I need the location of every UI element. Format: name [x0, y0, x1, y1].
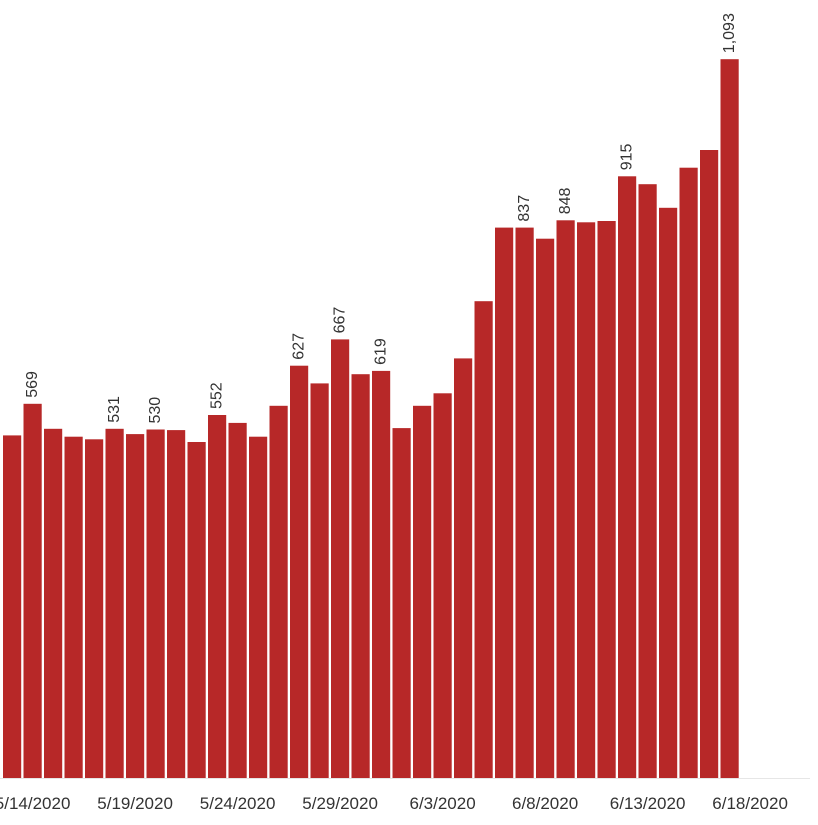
bar-13 [249, 436, 268, 778]
data-label-36: 1,093 [721, 13, 738, 53]
data-label-6: 531 [106, 396, 123, 423]
x-tick-label-6: 6/8/2020 [512, 794, 578, 813]
bar-29 [577, 222, 596, 779]
bar-8 [146, 429, 165, 778]
bar-24 [474, 301, 493, 778]
data-label-8: 530 [147, 397, 164, 424]
x-tick-label-5: 6/3/2020 [410, 794, 476, 813]
bar-26 [515, 227, 534, 779]
bar-2 [23, 403, 42, 778]
bar-27 [536, 238, 555, 778]
x-tick-label-4: 5/29/2020 [302, 794, 378, 813]
data-label-2: 569 [24, 371, 41, 398]
data-label-28: 848 [557, 188, 574, 215]
bar-31 [618, 176, 637, 779]
bar-11 [208, 415, 227, 778]
bar-4 [64, 436, 83, 778]
x-tick-label-7: 6/13/2020 [610, 794, 686, 813]
bar-17 [331, 339, 350, 778]
bar-19 [372, 370, 391, 778]
data-label-11: 552 [208, 382, 225, 409]
bar-35 [700, 150, 719, 778]
bar-3 [44, 428, 63, 778]
data-label-15: 627 [290, 333, 307, 360]
bar-25 [495, 227, 514, 779]
bar-20 [392, 428, 411, 778]
data-label-31: 915 [618, 144, 635, 171]
bar-30 [597, 221, 616, 778]
bar-7 [126, 434, 145, 778]
bar-12 [228, 422, 247, 778]
bar-15 [290, 365, 309, 778]
data-label-26: 837 [516, 195, 533, 222]
x-tick-label-1: 5/14/2020 [0, 794, 70, 813]
bar-1 [3, 435, 22, 778]
bar-22 [433, 393, 452, 778]
data-labels-layer: 569 531 530 552 627 667 619 837 848 915 1,093 [24, 13, 738, 423]
x-axis-ticks-layer: 5/14/2020 5/19/2020 5/24/2020 5/29/2020 6/3/… [0, 794, 788, 813]
bar-28 [556, 220, 575, 779]
data-label-17: 667 [331, 307, 348, 334]
bar-5 [85, 439, 104, 778]
x-tick-label-2: 5/19/2020 [97, 794, 173, 813]
bar-34 [679, 167, 698, 778]
x-tick-label-3: 5/24/2020 [200, 794, 276, 813]
bar-18 [351, 374, 370, 778]
bar-21 [413, 405, 432, 778]
bars-layer [3, 59, 739, 779]
bar-23 [454, 358, 473, 778]
bar-36 [720, 59, 739, 778]
bar-32 [638, 184, 657, 778]
bar-14 [269, 405, 288, 778]
bar-33 [659, 207, 678, 779]
x-tick-label-8: 6/18/2020 [712, 794, 788, 813]
bar-6 [105, 428, 124, 778]
bar-16 [310, 383, 329, 778]
bar-9 [167, 430, 186, 778]
data-label-19: 619 [372, 338, 389, 365]
bar-10 [187, 442, 206, 778]
